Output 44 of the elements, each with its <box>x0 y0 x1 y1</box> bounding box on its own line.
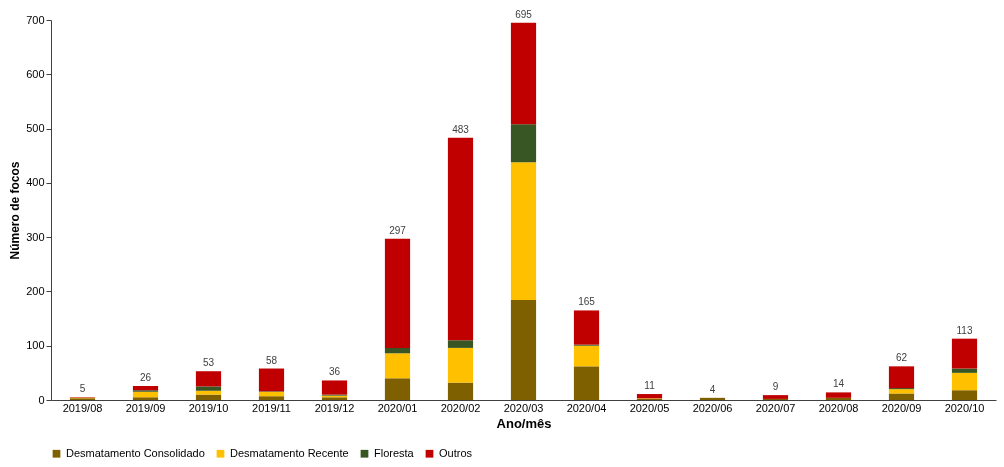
legend-label: Outros <box>439 446 473 459</box>
x-axis-title: Ano/mês <box>496 415 552 431</box>
x-tick-label: 2020/06 <box>692 401 733 414</box>
total-label: 11 <box>644 380 656 392</box>
legend-label: Desmatamento Recente <box>230 446 349 459</box>
total-label: 36 <box>328 366 341 378</box>
y-tick-label: 600 <box>26 67 45 80</box>
total-label: 14 <box>832 378 845 390</box>
x-tick-label: 2019/08 <box>62 401 103 414</box>
total-label: 5 <box>79 383 86 395</box>
total-label: 695 <box>515 8 533 20</box>
total-label: 58 <box>265 354 278 366</box>
total-label: 4 <box>709 383 716 395</box>
x-tick-label: 2020/07 <box>755 401 796 414</box>
x-tick-label: 2020/08 <box>818 401 859 414</box>
legend-label: Desmatamento Consolidado <box>66 446 205 459</box>
total-label: 62 <box>895 352 908 364</box>
y-tick-label: 100 <box>26 339 45 352</box>
x-tick-label: 2020/10 <box>944 401 985 414</box>
x-tick-label: 2019/12 <box>314 401 355 414</box>
x-tick-label: 2020/04 <box>566 401 607 414</box>
total-label: 165 <box>578 296 596 308</box>
total-label: 9 <box>772 381 779 393</box>
y-tick-label: 500 <box>26 122 45 135</box>
y-tick-label: 300 <box>26 230 45 243</box>
x-tick-label: 2020/09 <box>881 401 922 414</box>
x-tick-label: 2019/10 <box>188 401 229 414</box>
total-label: 297 <box>389 224 407 236</box>
y-tick-label: 400 <box>26 176 45 189</box>
y-axis-title: Número de focos <box>8 161 23 260</box>
x-tick-label: 2019/09 <box>125 401 166 414</box>
total-label: 113 <box>956 324 973 336</box>
y-tick-label: 200 <box>26 284 45 297</box>
x-tick-label: 2020/01 <box>377 401 418 414</box>
total-label: 53 <box>202 357 215 369</box>
x-tick-label: 2019/11 <box>252 401 291 414</box>
total-label: 483 <box>452 123 470 135</box>
x-tick-label: 2020/02 <box>440 401 481 414</box>
total-label: 26 <box>139 371 152 383</box>
y-tick-label: 0 <box>38 393 45 406</box>
y-tick-label: 700 <box>26 13 45 26</box>
x-tick-label: 2020/05 <box>629 401 670 414</box>
x-tick-label: 2020/03 <box>503 401 544 414</box>
legend-label: Floresta <box>374 446 415 459</box>
